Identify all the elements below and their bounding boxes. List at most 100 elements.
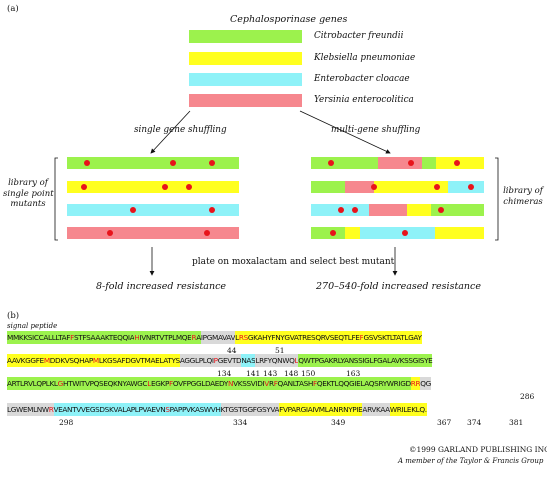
arrow-to-single — [150, 110, 191, 154]
legend-title: Cephalosporinase genes — [230, 14, 348, 25]
plate-caption: plate on moxalactam and select best muta… — [192, 257, 395, 267]
sequence-run: R — [191, 331, 197, 344]
legend-label-yersinia: Yersinia enterocolitica — [314, 95, 414, 105]
arrow-to-multi — [299, 110, 391, 154]
sequence-run: F — [313, 377, 317, 390]
sequence-run: FVPARGIAIVMLANRNYPIE — [279, 403, 363, 416]
sequence-run: DDKVSQHAP — [49, 354, 93, 367]
legend-swatch-klebsiella — [189, 52, 302, 65]
mutant-bar-2 — [67, 181, 239, 193]
mutation-dot — [84, 160, 90, 166]
sequence-run: NAS — [241, 354, 256, 367]
sequence-run: N — [228, 377, 234, 390]
sequence-line-3: ARTLRVLQPLKLGHTWITVPQSEQKNYAWGCLEGKPFOVF… — [7, 377, 431, 390]
position-number: 51 — [275, 346, 285, 355]
mutation-dot — [468, 184, 474, 190]
signal-peptide-label: signal peptide — [7, 322, 58, 330]
sequence-run: L — [235, 331, 239, 344]
sequence-run: P — [213, 354, 218, 367]
sequence-run: F — [273, 377, 278, 390]
right-bracket — [495, 157, 499, 241]
chimera-segment-klebsiella — [436, 157, 484, 169]
legend-label-citrobacter: Citrobacter freundii — [314, 31, 404, 41]
library-chimera-line2: chimeras — [503, 196, 543, 207]
sequence-run: L — [294, 354, 299, 367]
sequence-run: GKAHYFNYGVATRESQRVSEQTLFE — [247, 331, 360, 344]
chimera-segment-yersinia — [378, 157, 422, 169]
library-single-line3: mutants — [10, 199, 46, 209]
sequence-run: G — [57, 377, 63, 390]
sequence-run: L — [147, 377, 151, 390]
mutation-dot — [186, 184, 192, 190]
sequence-run: GSVSKTLTATLGAY — [363, 331, 422, 344]
chimera-bar-3 — [311, 204, 484, 216]
library-single-line2: single point — [3, 188, 54, 199]
sequence-run: QWTPGAKRLYANSSIGLFGALAVKSSGISYE — [298, 354, 433, 367]
sequence-line-4: LGWEMLNWRVEANTVVEGSDSKVALAPLPVAEVNSPAPPV… — [7, 403, 427, 416]
chimera-segment-klebsiella — [407, 204, 431, 216]
legend-swatch-yersinia — [189, 94, 302, 107]
position-number: 150 — [301, 369, 316, 378]
mutation-dot — [107, 230, 113, 236]
chimera-segment-citrobacter — [422, 157, 436, 169]
sequence-run: IPGMAVAV — [200, 331, 236, 344]
sequence-run: ARVKAA — [362, 403, 390, 416]
copyright-line: ©1999 GARLAND PUBLISHING INC. — [409, 445, 547, 454]
position-number: 367 — [437, 418, 452, 427]
chimera-bar-2 — [311, 181, 484, 193]
sequence-run: F — [70, 331, 75, 344]
flow-arrows — [54, 110, 499, 276]
mutation-dot — [130, 207, 136, 213]
library-single-line1: library of — [8, 178, 48, 188]
left-bracket — [54, 157, 58, 241]
single-gene-heading: single gene shuffling — [134, 125, 227, 135]
chimera-segment-enterobacter — [448, 181, 484, 193]
position-number: 349 — [331, 418, 346, 427]
chimera-segment-citrobacter — [311, 227, 345, 239]
mutation-dot — [352, 207, 358, 213]
multi-gene-heading: multi-gene shuffling — [331, 125, 421, 135]
position-number: 134 — [217, 369, 232, 378]
position-number: 334 — [233, 418, 248, 427]
sequence-run: M — [43, 354, 50, 367]
mutation-dot — [402, 230, 408, 236]
sequence-line-2: AAVKGGFEMDDKVSQHAPMLKGSAFDGVTMAELATYSAGG… — [7, 354, 433, 367]
position-number: 44 — [227, 346, 237, 355]
sequence-run: R — [268, 377, 274, 390]
chimera-segment-klebsiella — [374, 181, 448, 193]
sequence-run: LGWEMLNW — [7, 403, 49, 416]
sequence-run: F — [359, 331, 364, 344]
sequence-run: H — [134, 331, 140, 344]
sequence-run: QANLTASH — [277, 377, 314, 390]
sequence-run: RS — [238, 331, 248, 344]
position-number: 163 — [346, 369, 361, 378]
mutation-dot — [438, 207, 444, 213]
chimera-segment-klebsiella — [435, 227, 484, 239]
chimera-segment-citrobacter — [311, 181, 345, 193]
sequence-run: VKSSVIDI — [233, 377, 265, 390]
sequence-run: IVNRTVTPLMQE — [139, 331, 192, 344]
sequence-run: F — [169, 377, 173, 390]
chimera-bar-4 — [311, 227, 484, 239]
mutation-dot — [162, 184, 168, 190]
legend-swatch-citrobacter — [189, 30, 302, 43]
sequence-run: VEANTVVEGSDSKVALAPLPVAEVN — [53, 403, 166, 416]
mutation-dot — [434, 184, 440, 190]
mutation-dot — [328, 160, 334, 166]
publisher-line: A member of the Taylor & Francis Group — [398, 457, 544, 465]
chimera-segment-yersinia — [369, 204, 407, 216]
sequence-run: QG — [420, 377, 431, 390]
sequence-run: R — [48, 403, 54, 416]
legend-swatch-enterobacter — [189, 73, 302, 86]
chimera-segment-klebsiella — [345, 227, 360, 239]
sequence-run: HTWITVPQSEQKNYAWGC — [62, 377, 148, 390]
mutant-bar-3 — [67, 204, 239, 216]
sequence-run: KTGSTGGFGSYVA — [220, 403, 280, 416]
position-number: 148 — [284, 369, 299, 378]
chimera-segment-citrobacter — [311, 157, 378, 169]
panel-a-label: (a) — [7, 4, 19, 14]
chimera-segment-yersinia — [345, 181, 374, 193]
legend-label-klebsiella: Klebsiella pneumoniae — [314, 53, 416, 63]
sequence-run: WRILEKLQ. — [389, 403, 427, 416]
sequence-run: AGGLPLQI — [179, 354, 214, 367]
